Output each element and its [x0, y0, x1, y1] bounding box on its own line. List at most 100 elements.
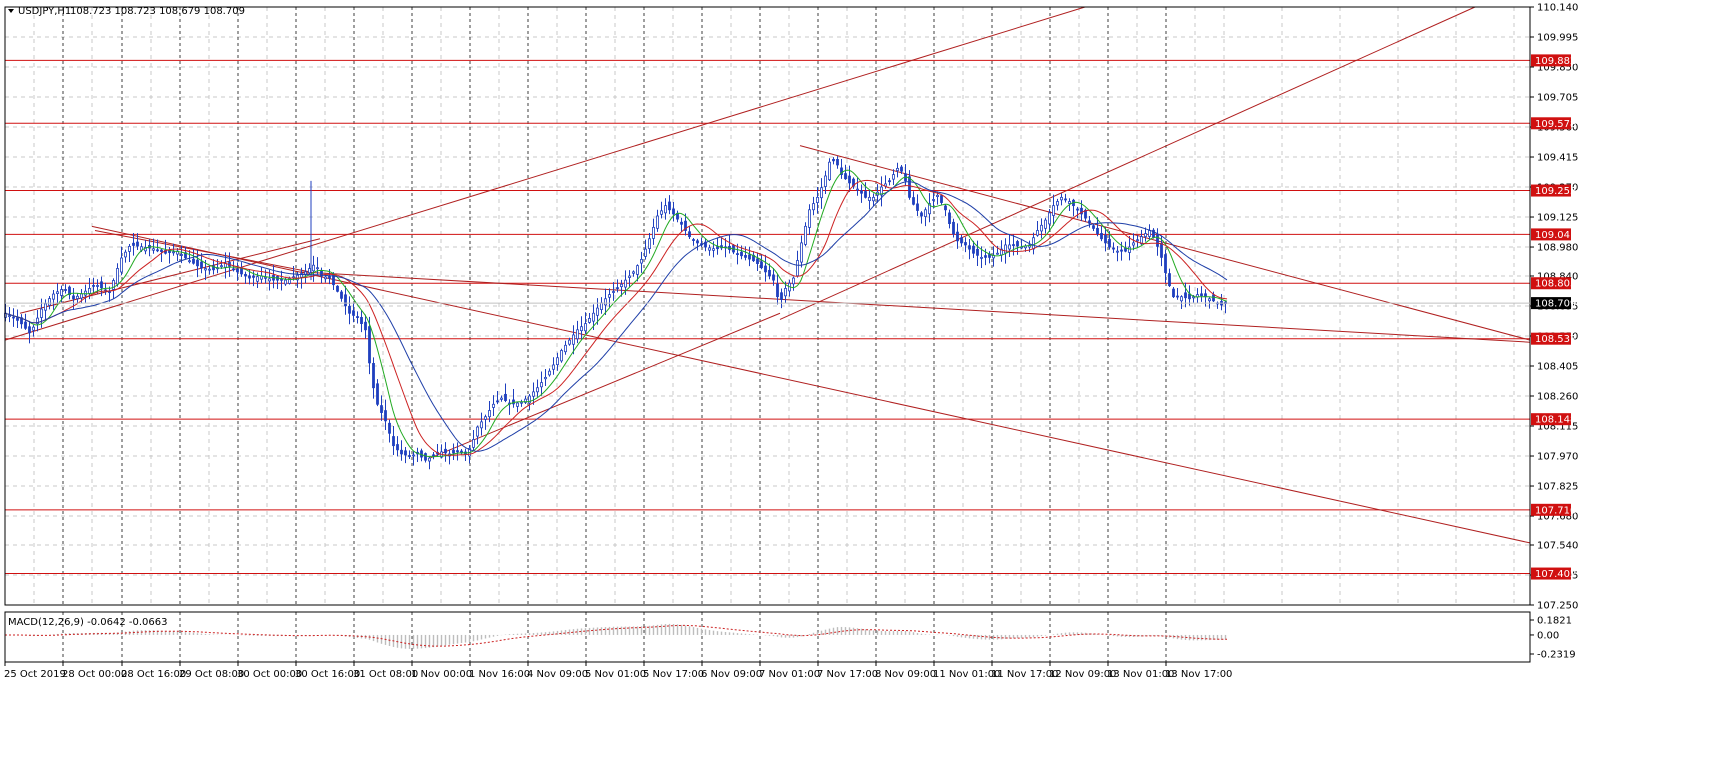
candle: [28, 320, 31, 344]
candle-body: [128, 246, 131, 252]
candle-body: [768, 269, 771, 277]
candle: [52, 289, 55, 310]
candle: [1164, 249, 1167, 283]
candle: [956, 223, 959, 249]
price-tick-label: 108.405: [1537, 362, 1578, 373]
candle-body: [1048, 212, 1051, 225]
time-tick-label: 4 Nov 09:00: [527, 669, 588, 680]
time-tick-label: 5 Nov 01:00: [585, 669, 646, 680]
candle: [360, 310, 363, 333]
candle-body: [1148, 230, 1151, 237]
level-price-box: [1531, 503, 1571, 516]
candle: [924, 207, 927, 227]
candle: [820, 178, 823, 209]
candle: [608, 288, 611, 308]
candle-body: [636, 265, 639, 275]
candle: [640, 251, 643, 273]
candle: [612, 282, 615, 301]
candle: [840, 159, 843, 179]
candle-body: [908, 176, 911, 198]
candle: [1116, 245, 1119, 262]
candle: [564, 340, 567, 355]
candle-body: [1004, 244, 1007, 254]
candle-body: [960, 237, 963, 244]
candle-body: [516, 402, 519, 407]
candle-body: [16, 317, 19, 321]
candle-body: [256, 276, 259, 282]
candle: [1136, 235, 1139, 248]
time-tick-label: 6 Nov 09:00: [701, 669, 762, 680]
dropdown-triangle-icon[interactable]: [8, 9, 14, 13]
candle: [832, 157, 835, 165]
candle-body: [1052, 205, 1055, 216]
candle-body: [600, 302, 603, 310]
candle-body: [372, 363, 375, 389]
candle-body: [772, 274, 775, 281]
level-price-box: [1531, 184, 1571, 197]
candle: [112, 278, 115, 299]
candle-body: [8, 315, 11, 318]
level-price-box: [1531, 54, 1571, 67]
candle-body: [120, 257, 123, 273]
candle-body: [536, 387, 539, 393]
candle-body: [208, 268, 211, 271]
candle-body: [1164, 254, 1167, 273]
candle: [836, 156, 839, 169]
candle: [900, 164, 903, 174]
candle-body: [1212, 294, 1215, 302]
symbol-label: USDJPY,H1: [18, 6, 71, 17]
candle-body: [24, 321, 27, 329]
candle-body: [32, 326, 35, 331]
candle-body: [652, 226, 655, 239]
candle: [116, 263, 119, 287]
candle-body: [964, 242, 967, 246]
candle: [908, 170, 911, 200]
candle: [336, 285, 339, 293]
candle: [412, 451, 415, 466]
candle: [1200, 286, 1203, 302]
candle: [1008, 234, 1011, 257]
candle: [1096, 217, 1099, 237]
candle-body: [1056, 201, 1059, 206]
candle-body: [316, 267, 319, 270]
candle-body: [492, 403, 495, 408]
candle-body: [172, 251, 175, 254]
candle-body: [56, 291, 59, 294]
candle: [892, 169, 895, 186]
candle-body: [184, 252, 187, 259]
candle-body: [368, 326, 371, 364]
candle-body: [692, 239, 695, 241]
candle: [800, 235, 803, 268]
candle: [492, 395, 495, 417]
candle: [744, 246, 747, 261]
candle: [524, 395, 527, 404]
candle: [376, 379, 379, 407]
candle-body: [180, 254, 183, 256]
ma-mid-line: [4, 179, 1228, 456]
candle-body: [424, 453, 427, 461]
candle-body: [356, 316, 359, 318]
trend-lines: [4, 6, 1531, 544]
candle-body: [264, 276, 267, 279]
candle-body: [760, 261, 763, 269]
candle: [368, 316, 371, 375]
candle-body: [1104, 234, 1107, 244]
candle-body: [232, 268, 235, 271]
candle-body: [1168, 273, 1171, 287]
candle-body: [668, 201, 671, 211]
time-tick-label: 5 Nov 17:00: [643, 669, 704, 680]
candle: [1112, 242, 1115, 253]
candle: [488, 400, 491, 423]
candle-body: [384, 410, 387, 422]
candle: [644, 239, 647, 260]
candle: [384, 399, 387, 431]
level-price-box: [1531, 567, 1571, 580]
candle-body: [192, 258, 195, 264]
candle-body: [856, 188, 859, 191]
candle-body: [496, 400, 499, 403]
candle: [504, 383, 507, 403]
candle-body: [1036, 230, 1039, 236]
candle-body: [804, 225, 807, 245]
candle: [940, 194, 943, 205]
